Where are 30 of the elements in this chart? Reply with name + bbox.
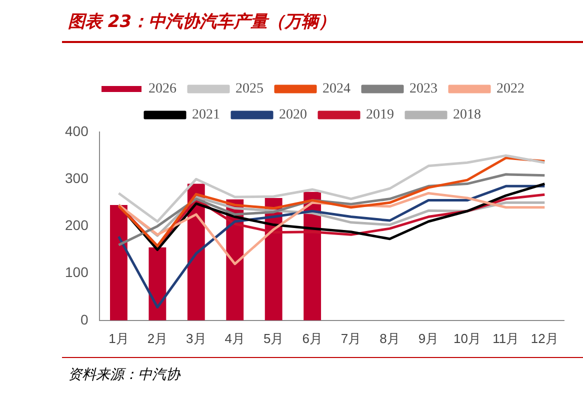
legend-label: 2024: [322, 82, 350, 97]
legend-label: 2023: [410, 82, 438, 97]
y-tick-label: 100: [65, 264, 89, 280]
x-tick-label: 1月: [108, 330, 129, 346]
text: 资料来源：中汽协: [68, 366, 180, 384]
x-tick-label: 11月: [492, 330, 520, 346]
y-tick-label: 0: [80, 311, 89, 328]
x-tick-label: 10月: [453, 330, 481, 346]
legend-label: 2020: [279, 108, 307, 123]
x-tick-label: 7月: [340, 330, 362, 346]
legend-label: 2026: [148, 82, 176, 97]
bar: [148, 247, 166, 320]
chart-title: 图表 23：中汽协汽车产量（万辆）: [68, 11, 336, 33]
legend-label: 2025: [236, 82, 264, 97]
x-tick-label: 12月: [530, 330, 558, 346]
x-tick-label: 6月: [302, 330, 322, 346]
x-tick-label: 3月: [186, 330, 206, 346]
x-tick-label: 2月: [147, 330, 168, 346]
x-tick-label: 8月: [380, 330, 400, 346]
legend-label: 2019: [366, 108, 394, 123]
y-tick-label: 400: [65, 122, 89, 139]
y-tick-label: 200: [65, 217, 89, 234]
x-tick-label: 4月: [224, 330, 245, 346]
legend-label: 2021: [192, 108, 220, 123]
x-tick-label: 5月: [263, 330, 284, 346]
legend-label: 2018: [453, 108, 481, 123]
bar: [110, 205, 128, 320]
x-tick-label: 9月: [418, 330, 439, 346]
legend-label: 2022: [496, 82, 524, 97]
y-tick-label: 300: [65, 170, 89, 186]
